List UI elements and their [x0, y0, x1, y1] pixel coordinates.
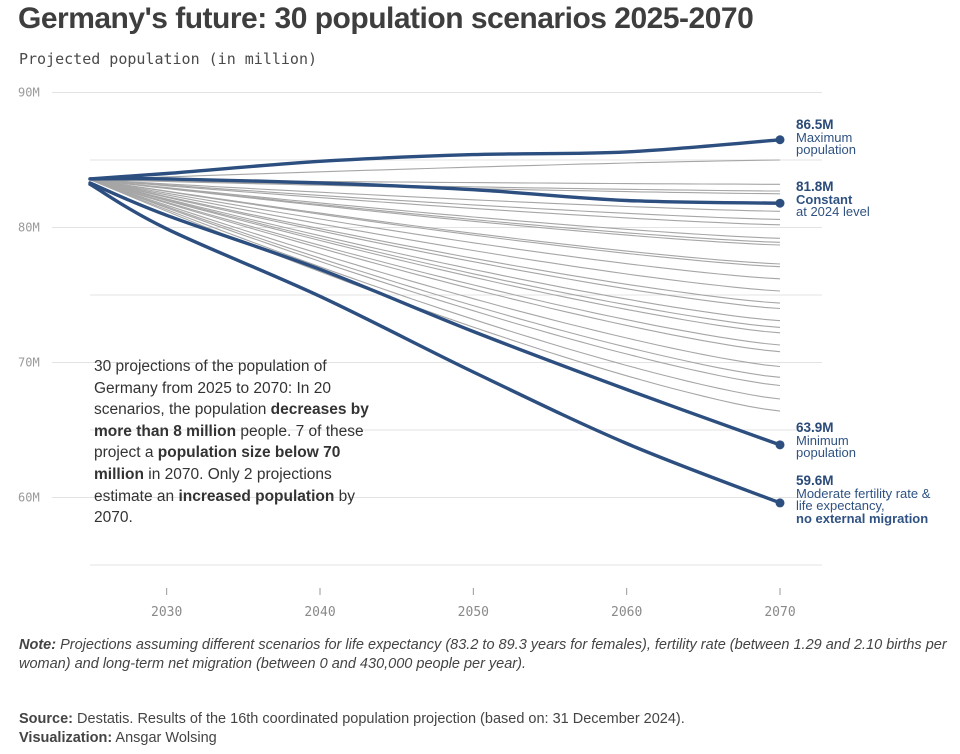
scenario-line — [89, 159, 781, 181]
endpoint-dot-minimum — [775, 440, 785, 450]
y-axis-ticks: 90M 80M 70M 60M — [18, 86, 40, 505]
annotation-line: Moderate fertility rate & — [796, 485, 931, 501]
chart-note: Note: Projections assuming different sce… — [19, 636, 949, 674]
highlighted-line-constant — [88, 176, 782, 205]
callout-text: people. 7 of these project a — [94, 422, 364, 462]
y-tick-label: 80M — [18, 221, 40, 235]
annotation-line: Maximum — [796, 129, 853, 145]
annotation-value: 86.5M — [796, 117, 834, 132]
scenario-lines — [89, 159, 781, 412]
callout-bold: population size below 70 million — [94, 444, 341, 483]
endpoint-dot-constant — [775, 198, 785, 208]
annotation-line: population — [796, 142, 856, 158]
annotation-line: life expectancy, — [796, 498, 885, 514]
callout-bold: decreases by more than 8 million — [94, 401, 369, 440]
annotation-maximum: 86.5M Maximum population — [796, 117, 856, 158]
highlighted-line-no_migration — [88, 182, 782, 505]
scenario-line — [89, 179, 781, 220]
visualization-line: Visualization: Ansgar Wolsing — [19, 729, 685, 748]
scenario-line — [89, 179, 781, 346]
scenario-line — [89, 179, 781, 226]
callout-text: by 2070. — [94, 487, 356, 527]
callout-text: 30 projections of the population of Germ… — [94, 358, 331, 419]
callout-bold: increased population — [178, 487, 335, 505]
scenario-line — [89, 179, 781, 246]
scenario-line — [89, 179, 781, 328]
source-label: Source: — [19, 711, 73, 727]
annotation-line: Constant — [796, 191, 853, 207]
x-tick-label: 2060 — [611, 605, 642, 620]
y-tick-label: 70M — [18, 356, 40, 370]
chart-source: Source: Destatis. Results of the 16th co… — [19, 710, 685, 748]
annotation-value: 59.6M — [796, 473, 834, 488]
annotation-line: at 2024 level — [796, 204, 870, 220]
highlighted-line-maximum — [88, 138, 782, 181]
annotation-value: 81.8M — [796, 179, 834, 194]
visualization-text: Ansgar Wolsing — [112, 730, 217, 746]
chart-subtitle: Projected population (in million) — [19, 50, 318, 68]
note-label: Note: — [19, 637, 57, 653]
endpoint-dot-maximum — [775, 135, 785, 145]
highlighted-line-minimum — [88, 181, 782, 447]
x-tick-label: 2030 — [151, 605, 182, 620]
visualization-label: Visualization: — [19, 730, 113, 746]
source-line: Source: Destatis. Results of the 16th co… — [19, 710, 685, 729]
scenario-line — [89, 179, 781, 292]
annotation-value: 63.9M — [796, 420, 834, 435]
highlighted-lines — [88, 135, 785, 508]
endpoint-dot-no_migration — [775, 498, 785, 508]
scenario-line — [89, 179, 781, 387]
annotation-line: population — [796, 445, 856, 461]
scenario-line — [89, 179, 781, 280]
scenario-line — [89, 179, 781, 239]
annotation-no-migration: 59.6M Moderate fertility rate & life exp… — [796, 473, 931, 526]
annotation-line: no external migration — [796, 510, 929, 526]
y-tick-label: 90M — [18, 86, 40, 100]
chart-title: Germany's future: 30 population scenario… — [18, 2, 754, 35]
note-text: Projections assuming different scenarios… — [19, 637, 947, 672]
scenario-line — [89, 179, 781, 353]
annotation-minimum: 63.9M Minimum population — [796, 420, 856, 461]
scenario-line — [89, 179, 781, 400]
callout-text: in 2070. Only 2 projections estimate an — [94, 465, 332, 505]
scenario-line — [89, 179, 781, 322]
scenario-line — [89, 179, 781, 304]
annotation-constant: 81.8M Constant at 2024 level — [796, 179, 870, 220]
scenario-line — [89, 179, 781, 268]
scenario-line — [89, 179, 781, 265]
chart-callout: 30 projections of the population of Germ… — [94, 356, 394, 529]
x-tick-label: 2050 — [458, 605, 489, 620]
x-axis-ticks: 2030 2040 2050 2060 2070 — [151, 588, 796, 620]
scenario-line — [89, 179, 781, 334]
scenario-line — [89, 179, 781, 368]
x-tick-label: 2040 — [304, 605, 335, 620]
source-text: Destatis. Results of the 16th coordinate… — [73, 711, 685, 727]
scenario-line — [89, 179, 781, 378]
scenario-line — [89, 179, 781, 310]
x-tick-label: 2070 — [764, 605, 795, 620]
scenario-line — [89, 179, 781, 412]
y-tick-label: 60M — [18, 491, 40, 505]
scenario-line — [89, 179, 781, 212]
annotation-line: Minimum — [796, 432, 849, 448]
